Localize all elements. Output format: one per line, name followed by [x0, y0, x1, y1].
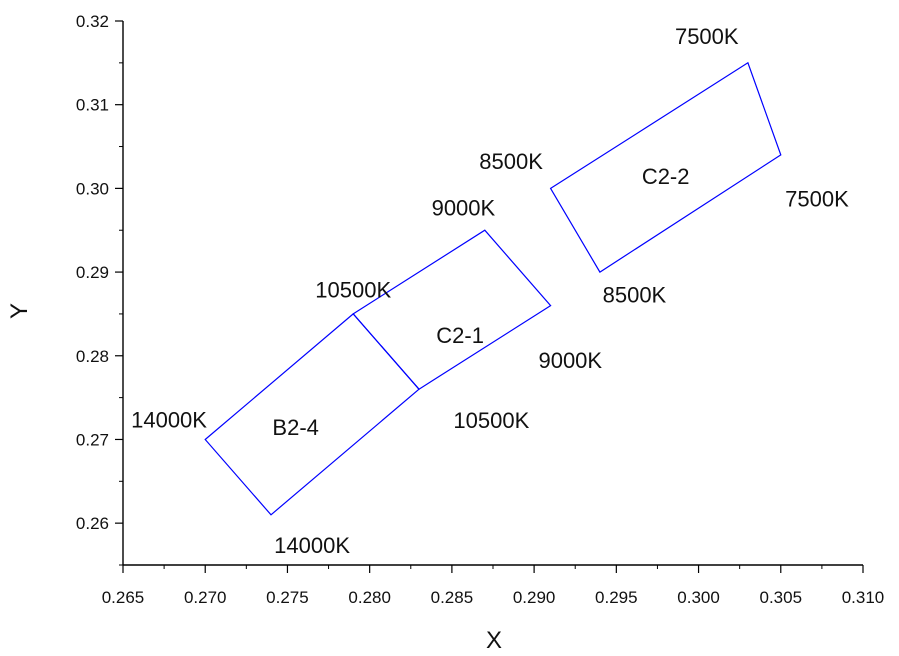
cct-label: 9000K [432, 196, 496, 221]
y-tick-label: 0.26 [76, 514, 109, 533]
x-tick-label: 0.285 [431, 588, 474, 607]
cct-label: 8500K [603, 283, 667, 308]
cct-label: 10500K [453, 408, 529, 433]
x-tick-label: 0.300 [677, 588, 720, 607]
x-tick-label: 0.310 [842, 588, 885, 607]
chart-axes: 0.265 0.270 0.275 0.280 0.285 0.290 0.295 0.300… [76, 12, 884, 607]
y-tick-label: 0.32 [76, 12, 109, 31]
cct-label: 8500K [479, 149, 543, 174]
x-tick-label: 0.275 [266, 588, 309, 607]
region-c2-2-outline [549, 61, 782, 273]
cct-label: 7500K [675, 24, 739, 49]
y-tick-label: 0.29 [76, 263, 109, 282]
cct-label: 14000K [274, 533, 350, 558]
x-tick-label: 0.290 [513, 588, 556, 607]
region-b2-4-label: B2-4 [272, 415, 318, 440]
cct-label: 10500K [315, 278, 391, 303]
y-tick-label: 0.30 [76, 179, 109, 198]
region-c2-2-label: C2-2 [642, 164, 690, 189]
region-c2-1-label: C2-1 [436, 323, 484, 348]
cct-label: 9000K [538, 348, 602, 373]
cct-label: 7500K [785, 186, 849, 211]
chart-regions: B2-4 C2-1 C2-2 [204, 61, 782, 516]
region-c2-1-outline [352, 229, 552, 390]
y-tick-label: 0.28 [76, 347, 109, 366]
x-tick-label: 0.270 [184, 588, 227, 607]
y-tick-label: 0.27 [76, 430, 109, 449]
x-tick-label: 0.280 [348, 588, 391, 607]
x-tick-label: 0.305 [760, 588, 803, 607]
x-tick-label: 0.265 [102, 588, 145, 607]
cct-label: 14000K [131, 407, 207, 432]
y-tick-label: 0.31 [76, 96, 109, 115]
chart-labels: 14000K 14000K 10500K 10500K 9000K 9000K 8500K 8… [131, 24, 849, 558]
x-axis-title: X [486, 627, 502, 654]
y-axis-title: Y [6, 303, 33, 319]
x-tick-label: 0.295 [595, 588, 638, 607]
